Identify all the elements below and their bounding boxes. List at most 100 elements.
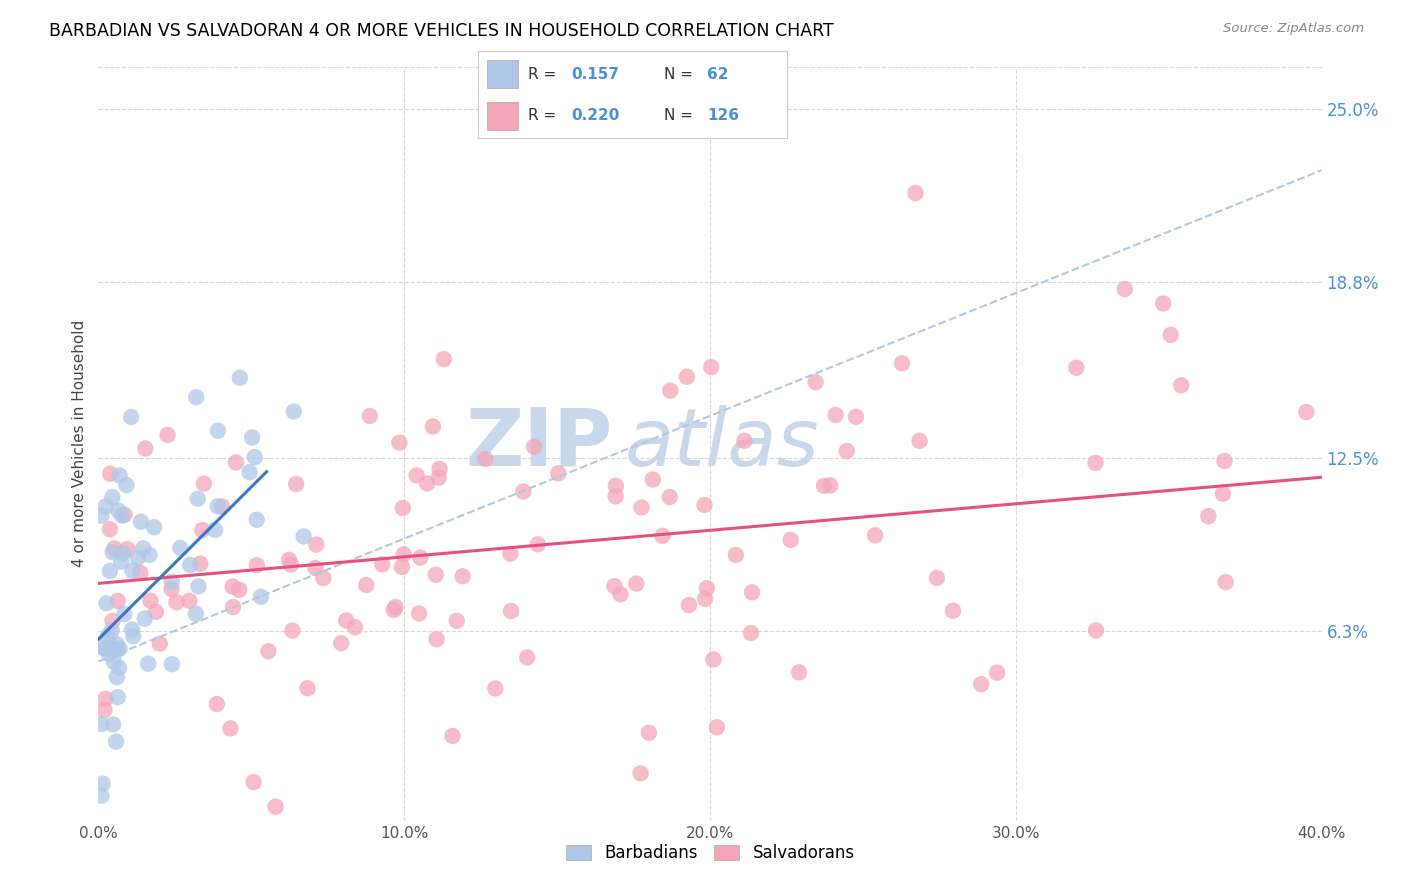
Salvadorans [129,566,152,580]
Barbadians [129,515,152,529]
Salvadorans [527,537,550,551]
Salvadorans [446,614,468,628]
Text: R =: R = [527,67,561,82]
Barbadians [107,690,129,705]
Salvadorans [499,604,522,618]
Salvadorans [117,542,139,557]
Salvadorans [392,500,415,515]
Barbadians [101,490,124,504]
Salvadorans [191,523,214,537]
Salvadorans [408,607,430,621]
Salvadorans [1197,509,1219,524]
Salvadorans [101,614,124,628]
Text: 0.220: 0.220 [571,108,619,123]
Barbadians [134,612,156,626]
Salvadorans [651,529,673,543]
Salvadorans [134,442,156,456]
Salvadorans [391,560,413,574]
Barbadians [108,468,131,483]
Salvadorans [312,571,335,585]
Barbadians [240,430,263,444]
Salvadorans [1160,327,1182,342]
Salvadorans [242,775,264,789]
Salvadorans [451,569,474,583]
Salvadorans [484,681,506,696]
Salvadorans [98,522,121,536]
Barbadians [136,657,159,671]
Salvadorans [384,600,406,615]
Salvadorans [630,766,652,780]
Salvadorans [426,632,449,646]
Salvadorans [343,620,366,634]
Barbadians [105,670,128,684]
Text: Source: ZipAtlas.com: Source: ZipAtlas.com [1223,22,1364,36]
Salvadorans [818,478,841,492]
Barbadians [108,641,131,656]
Salvadorans [382,603,405,617]
Barbadians [243,450,266,464]
Barbadians [105,637,128,651]
Salvadorans [638,725,661,739]
Barbadians [90,717,112,731]
Salvadorans [658,490,681,504]
Salvadorans [925,571,948,585]
Salvadorans [904,186,927,200]
Salvadorans [107,594,129,608]
Salvadorans [863,528,886,542]
Text: 126: 126 [707,108,740,123]
Barbadians [91,777,114,791]
Barbadians [121,563,143,577]
Salvadorans [246,558,269,573]
Salvadorans [696,581,718,595]
Barbadians [115,478,138,492]
Salvadorans [1213,454,1236,468]
Salvadorans [835,444,858,458]
Y-axis label: 4 or more Vehicles in Household: 4 or more Vehicles in Household [72,320,87,567]
Barbadians [101,717,124,731]
Salvadorans [523,440,546,454]
Barbadians [229,370,252,384]
Salvadorans [1084,456,1107,470]
Barbadians [238,465,260,479]
Salvadorans [392,547,415,561]
Barbadians [103,655,125,669]
Barbadians [143,520,166,534]
Barbadians [292,529,315,543]
Barbadians [97,647,120,661]
Salvadorans [405,468,427,483]
Salvadorans [441,729,464,743]
Salvadorans [908,434,931,448]
Barbadians [132,541,155,556]
Barbadians [204,523,226,537]
Salvadorans [605,489,627,503]
Salvadorans [706,720,728,734]
Barbadians [107,503,129,517]
Barbadians [96,596,118,610]
Salvadorans [330,636,353,650]
Salvadorans [724,548,747,562]
Salvadorans [702,652,724,666]
Salvadorans [422,419,444,434]
Text: N =: N = [664,67,697,82]
Barbadians [97,629,120,643]
Salvadorans [824,408,846,422]
Barbadians [90,640,112,655]
Bar [488,61,519,88]
Salvadorans [93,703,115,717]
Barbadians [138,548,160,562]
Salvadorans [1085,624,1108,638]
Salvadorans [225,455,247,469]
Barbadians [101,643,124,657]
Salvadorans [641,473,664,487]
Salvadorans [675,369,697,384]
Salvadorans [1114,282,1136,296]
Salvadorans [986,665,1008,680]
Barbadians [160,657,183,672]
Barbadians [110,555,132,569]
Salvadorans [1215,575,1237,590]
Salvadorans [335,614,357,628]
Salvadorans [741,585,763,599]
Salvadorans [305,537,328,551]
Barbadians [179,558,201,572]
Barbadians [105,734,128,748]
